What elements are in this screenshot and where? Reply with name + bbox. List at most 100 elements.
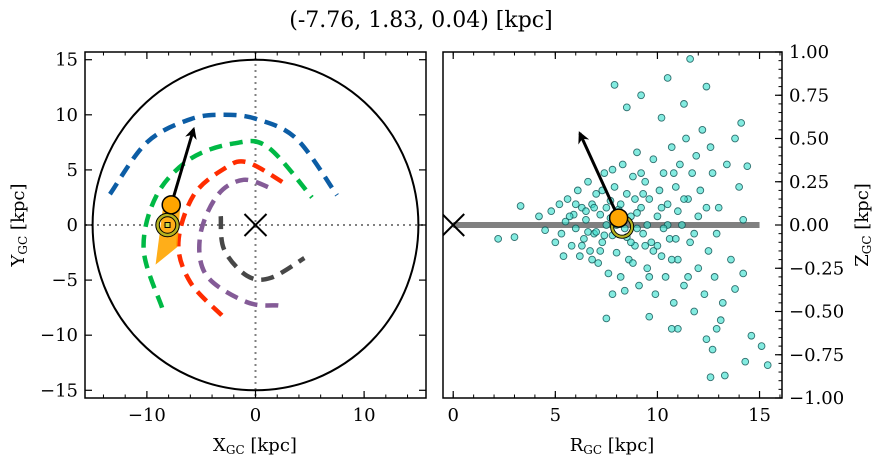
scatter-point bbox=[629, 172, 637, 181]
scatter-point bbox=[763, 361, 772, 369]
scatter-point bbox=[633, 209, 641, 217]
scatter-point bbox=[565, 212, 574, 221]
scatter-point bbox=[757, 342, 766, 350]
x-tick-label: 0 bbox=[250, 405, 261, 426]
scatter-point bbox=[649, 247, 658, 255]
scatter-point bbox=[651, 290, 660, 299]
scatter-point bbox=[582, 207, 590, 216]
scatter-point bbox=[494, 234, 502, 243]
velocity-arrow bbox=[578, 131, 620, 219]
scatter-point bbox=[676, 160, 684, 169]
sun-center-marker bbox=[164, 222, 171, 228]
scatter-point bbox=[622, 103, 631, 112]
scatter-point bbox=[686, 55, 694, 63]
y-tick-label: 0.00 bbox=[789, 215, 829, 236]
scatter-point bbox=[567, 241, 576, 250]
right-y-axis-label: ZGC [kpc] bbox=[852, 183, 874, 267]
scatter-point bbox=[694, 212, 703, 221]
scatter-point bbox=[600, 231, 609, 240]
y-tick-label: −0.75 bbox=[789, 345, 844, 366]
scatter-point bbox=[667, 324, 676, 333]
scatter-point bbox=[563, 195, 572, 203]
scatter-point bbox=[633, 148, 641, 157]
scatter-point bbox=[645, 312, 654, 321]
scatter-point bbox=[731, 285, 739, 293]
scatter-point bbox=[655, 186, 664, 195]
scatter-point bbox=[653, 212, 662, 221]
scatter-point bbox=[541, 226, 549, 235]
scatter-point bbox=[594, 259, 603, 267]
scatter-point bbox=[671, 183, 680, 191]
scatter-point bbox=[708, 169, 717, 177]
y-tick-label: 1.00 bbox=[789, 42, 829, 63]
scatter-point bbox=[720, 371, 729, 380]
scatter-point bbox=[647, 238, 656, 247]
scatter-point bbox=[584, 177, 592, 186]
scatter-point bbox=[706, 143, 715, 152]
scatter-point bbox=[657, 113, 666, 122]
scatter-point bbox=[645, 273, 654, 281]
y-tick-label: 0.25 bbox=[789, 172, 829, 193]
scatter-point bbox=[680, 195, 688, 203]
spiral-arm-4 bbox=[197, 177, 279, 308]
y-tick-label: 5 bbox=[67, 160, 78, 181]
scatter-point bbox=[649, 155, 658, 164]
scatter-point bbox=[743, 162, 752, 171]
scatter-point bbox=[510, 233, 519, 241]
x-tick-label: 10 bbox=[646, 405, 669, 426]
y-tick-label: 0 bbox=[67, 215, 78, 236]
scatter-point bbox=[727, 255, 735, 264]
scatter-point bbox=[555, 200, 564, 209]
scatter-point bbox=[714, 203, 723, 212]
scatter-point bbox=[663, 74, 672, 82]
scatter-point bbox=[667, 143, 676, 152]
scatter-point bbox=[702, 82, 711, 91]
scatter-point bbox=[673, 207, 682, 216]
scatter-point bbox=[741, 357, 750, 366]
scatter-point bbox=[596, 247, 605, 255]
scatter-point bbox=[643, 221, 652, 229]
scatter-point bbox=[573, 186, 582, 195]
left-y-axis-label: YGC [kpc] bbox=[8, 184, 30, 268]
scatter-point bbox=[702, 203, 711, 212]
scatter-point bbox=[586, 247, 594, 255]
scatter-point bbox=[667, 255, 676, 264]
scatter-point bbox=[641, 177, 650, 186]
scatter-point bbox=[575, 252, 584, 260]
scatter-point bbox=[635, 281, 643, 290]
scatter-point bbox=[618, 160, 627, 169]
scatter-point bbox=[653, 241, 662, 250]
sun-marker bbox=[156, 213, 179, 237]
scatter-point bbox=[690, 307, 699, 316]
scatter-point bbox=[694, 264, 703, 273]
y-tick-label: −0.25 bbox=[789, 258, 844, 279]
star-orbit-wedge bbox=[155, 197, 181, 265]
scatter-point bbox=[686, 238, 694, 247]
scatter-point bbox=[696, 186, 705, 195]
scatter-point bbox=[657, 203, 666, 212]
y-tick-label: −5 bbox=[51, 270, 78, 291]
y-tick-label: 15 bbox=[55, 50, 78, 71]
scatter-point bbox=[659, 224, 668, 233]
spiral-arm-1 bbox=[108, 112, 339, 197]
scatter-point bbox=[731, 134, 739, 143]
galactic-center-marker bbox=[243, 213, 268, 237]
scatter-point bbox=[600, 169, 609, 177]
scatter-point bbox=[712, 229, 721, 238]
scatter-point bbox=[610, 81, 619, 89]
scatter-point bbox=[688, 169, 696, 177]
scatter-point bbox=[680, 100, 688, 108]
scatter-point bbox=[737, 119, 746, 127]
scatter-point bbox=[612, 248, 621, 257]
scatter-point bbox=[671, 234, 680, 243]
scatter-point bbox=[557, 229, 566, 238]
x-tick-label: 15 bbox=[748, 405, 771, 426]
scatter-point bbox=[627, 238, 635, 247]
scatter-point bbox=[684, 273, 692, 281]
figure-title: (-7.76, 1.83, 0.04) [kpc] bbox=[289, 8, 552, 33]
rz-plane-panel: 0 5 10 15 1.00 0.75 0.50 0.25 0.00 −0.25 −0.50 −0.7… bbox=[442, 42, 874, 457]
scatter-point bbox=[682, 134, 690, 143]
scatter-point bbox=[633, 224, 641, 233]
scatter-point bbox=[604, 269, 613, 278]
galactic-center-marker bbox=[443, 213, 465, 237]
